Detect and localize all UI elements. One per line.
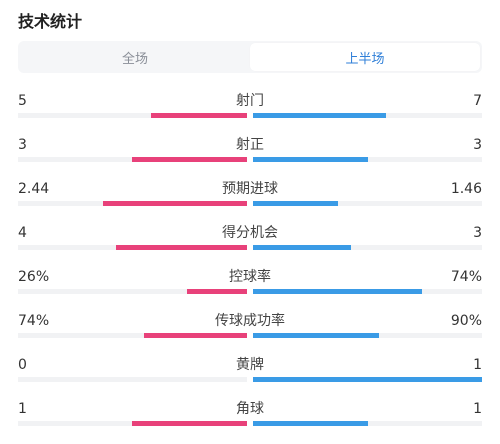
stat-label: 黄牌 — [236, 357, 264, 373]
home-bar-track — [18, 421, 247, 426]
period-tabs: 全场 上半场 — [18, 41, 482, 73]
home-bar-track — [18, 333, 247, 338]
home-bar — [132, 421, 247, 426]
away-bar — [253, 245, 351, 250]
home-bar-track — [18, 201, 247, 206]
away-bar — [253, 421, 368, 426]
away-bar — [253, 333, 379, 338]
stat-row-shots-on-target: 3 射正 3 — [18, 136, 482, 180]
away-bar-track — [253, 201, 482, 206]
home-bar — [151, 113, 247, 118]
away-value: 3 — [473, 225, 482, 241]
stat-label: 预期进球 — [222, 181, 278, 197]
away-value: 74% — [450, 269, 482, 285]
tab-full-match[interactable]: 全场 — [121, 51, 148, 67]
stat-row-corners: 1 角球 1 — [18, 400, 482, 444]
away-bar — [253, 157, 368, 162]
home-value: 26% — [18, 269, 50, 285]
away-value: 1 — [473, 357, 482, 373]
stat-label: 角球 — [236, 401, 264, 417]
home-bar-track — [18, 113, 247, 118]
away-bar-track — [253, 377, 482, 382]
away-value: 1 — [473, 401, 482, 417]
home-bar — [187, 289, 247, 294]
stat-label: 射正 — [236, 137, 264, 153]
away-bar — [253, 289, 422, 294]
home-value: 74% — [18, 313, 50, 329]
stat-label: 射门 — [236, 93, 264, 109]
stat-row-scoring-chances: 4 得分机会 3 — [18, 224, 482, 268]
home-value: 1 — [18, 401, 27, 417]
away-bar — [253, 201, 338, 206]
stat-row-possession: 26% 控球率 74% — [18, 268, 482, 312]
away-value: 90% — [450, 313, 482, 329]
home-bar-track — [18, 157, 247, 162]
away-bar — [253, 377, 482, 382]
home-bar-track — [18, 245, 247, 250]
stat-row-shots: 5 射门 7 — [18, 92, 482, 136]
home-bar — [144, 333, 247, 338]
tab-first-half[interactable]: 上半场 — [250, 43, 480, 71]
away-bar — [253, 113, 386, 118]
home-value: 4 — [18, 225, 27, 241]
home-value: 2.44 — [18, 181, 50, 197]
home-value: 0 — [18, 357, 27, 373]
stat-row-yellow-cards: 0 黄牌 1 — [18, 356, 482, 400]
away-bar-track — [253, 245, 482, 250]
away-bar-track — [253, 113, 482, 118]
stat-label: 控球率 — [229, 269, 271, 285]
away-bar-track — [253, 421, 482, 426]
stat-label: 得分机会 — [222, 225, 278, 241]
home-bar-track — [18, 289, 247, 294]
away-value: 7 — [473, 93, 482, 109]
home-bar — [103, 201, 247, 206]
away-value: 1.46 — [450, 181, 482, 197]
away-bar-track — [253, 157, 482, 162]
away-bar-track — [253, 333, 482, 338]
home-value: 3 — [18, 137, 27, 153]
page-title: 技术统计 — [18, 12, 83, 31]
stat-row-pass-accuracy: 74% 传球成功率 90% — [18, 312, 482, 356]
home-bar — [132, 157, 247, 162]
home-bar — [116, 245, 247, 250]
away-bar-track — [253, 289, 482, 294]
home-value: 5 — [18, 93, 27, 109]
stat-label: 传球成功率 — [215, 313, 285, 329]
away-value: 3 — [473, 137, 482, 153]
home-bar-track — [18, 377, 247, 382]
stat-row-expected-goals: 2.44 预期进球 1.46 — [18, 180, 482, 224]
